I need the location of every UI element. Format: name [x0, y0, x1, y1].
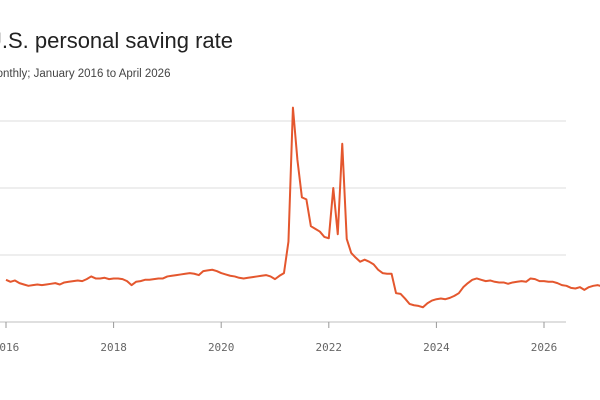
- x-tick-label: 2018: [100, 341, 127, 354]
- x-tick-label: 2022: [316, 341, 343, 354]
- page-title: U.S. personal saving rate: [0, 28, 234, 53]
- grid-lines: [0, 120, 566, 323]
- series-line: [5, 106, 600, 309]
- x-tick-label: 2026: [531, 341, 558, 354]
- x-tick-label: 2024: [423, 341, 450, 354]
- series-layer: 2.6%: [5, 106, 600, 309]
- x-tick-label: 2016: [0, 341, 19, 354]
- x-axis: 2016 2018 2020 2022 2024 2026: [0, 322, 557, 354]
- x-tick-label: 2020: [208, 341, 235, 354]
- page-subtitle: Monthly; January 2016 to April 2026: [0, 68, 171, 80]
